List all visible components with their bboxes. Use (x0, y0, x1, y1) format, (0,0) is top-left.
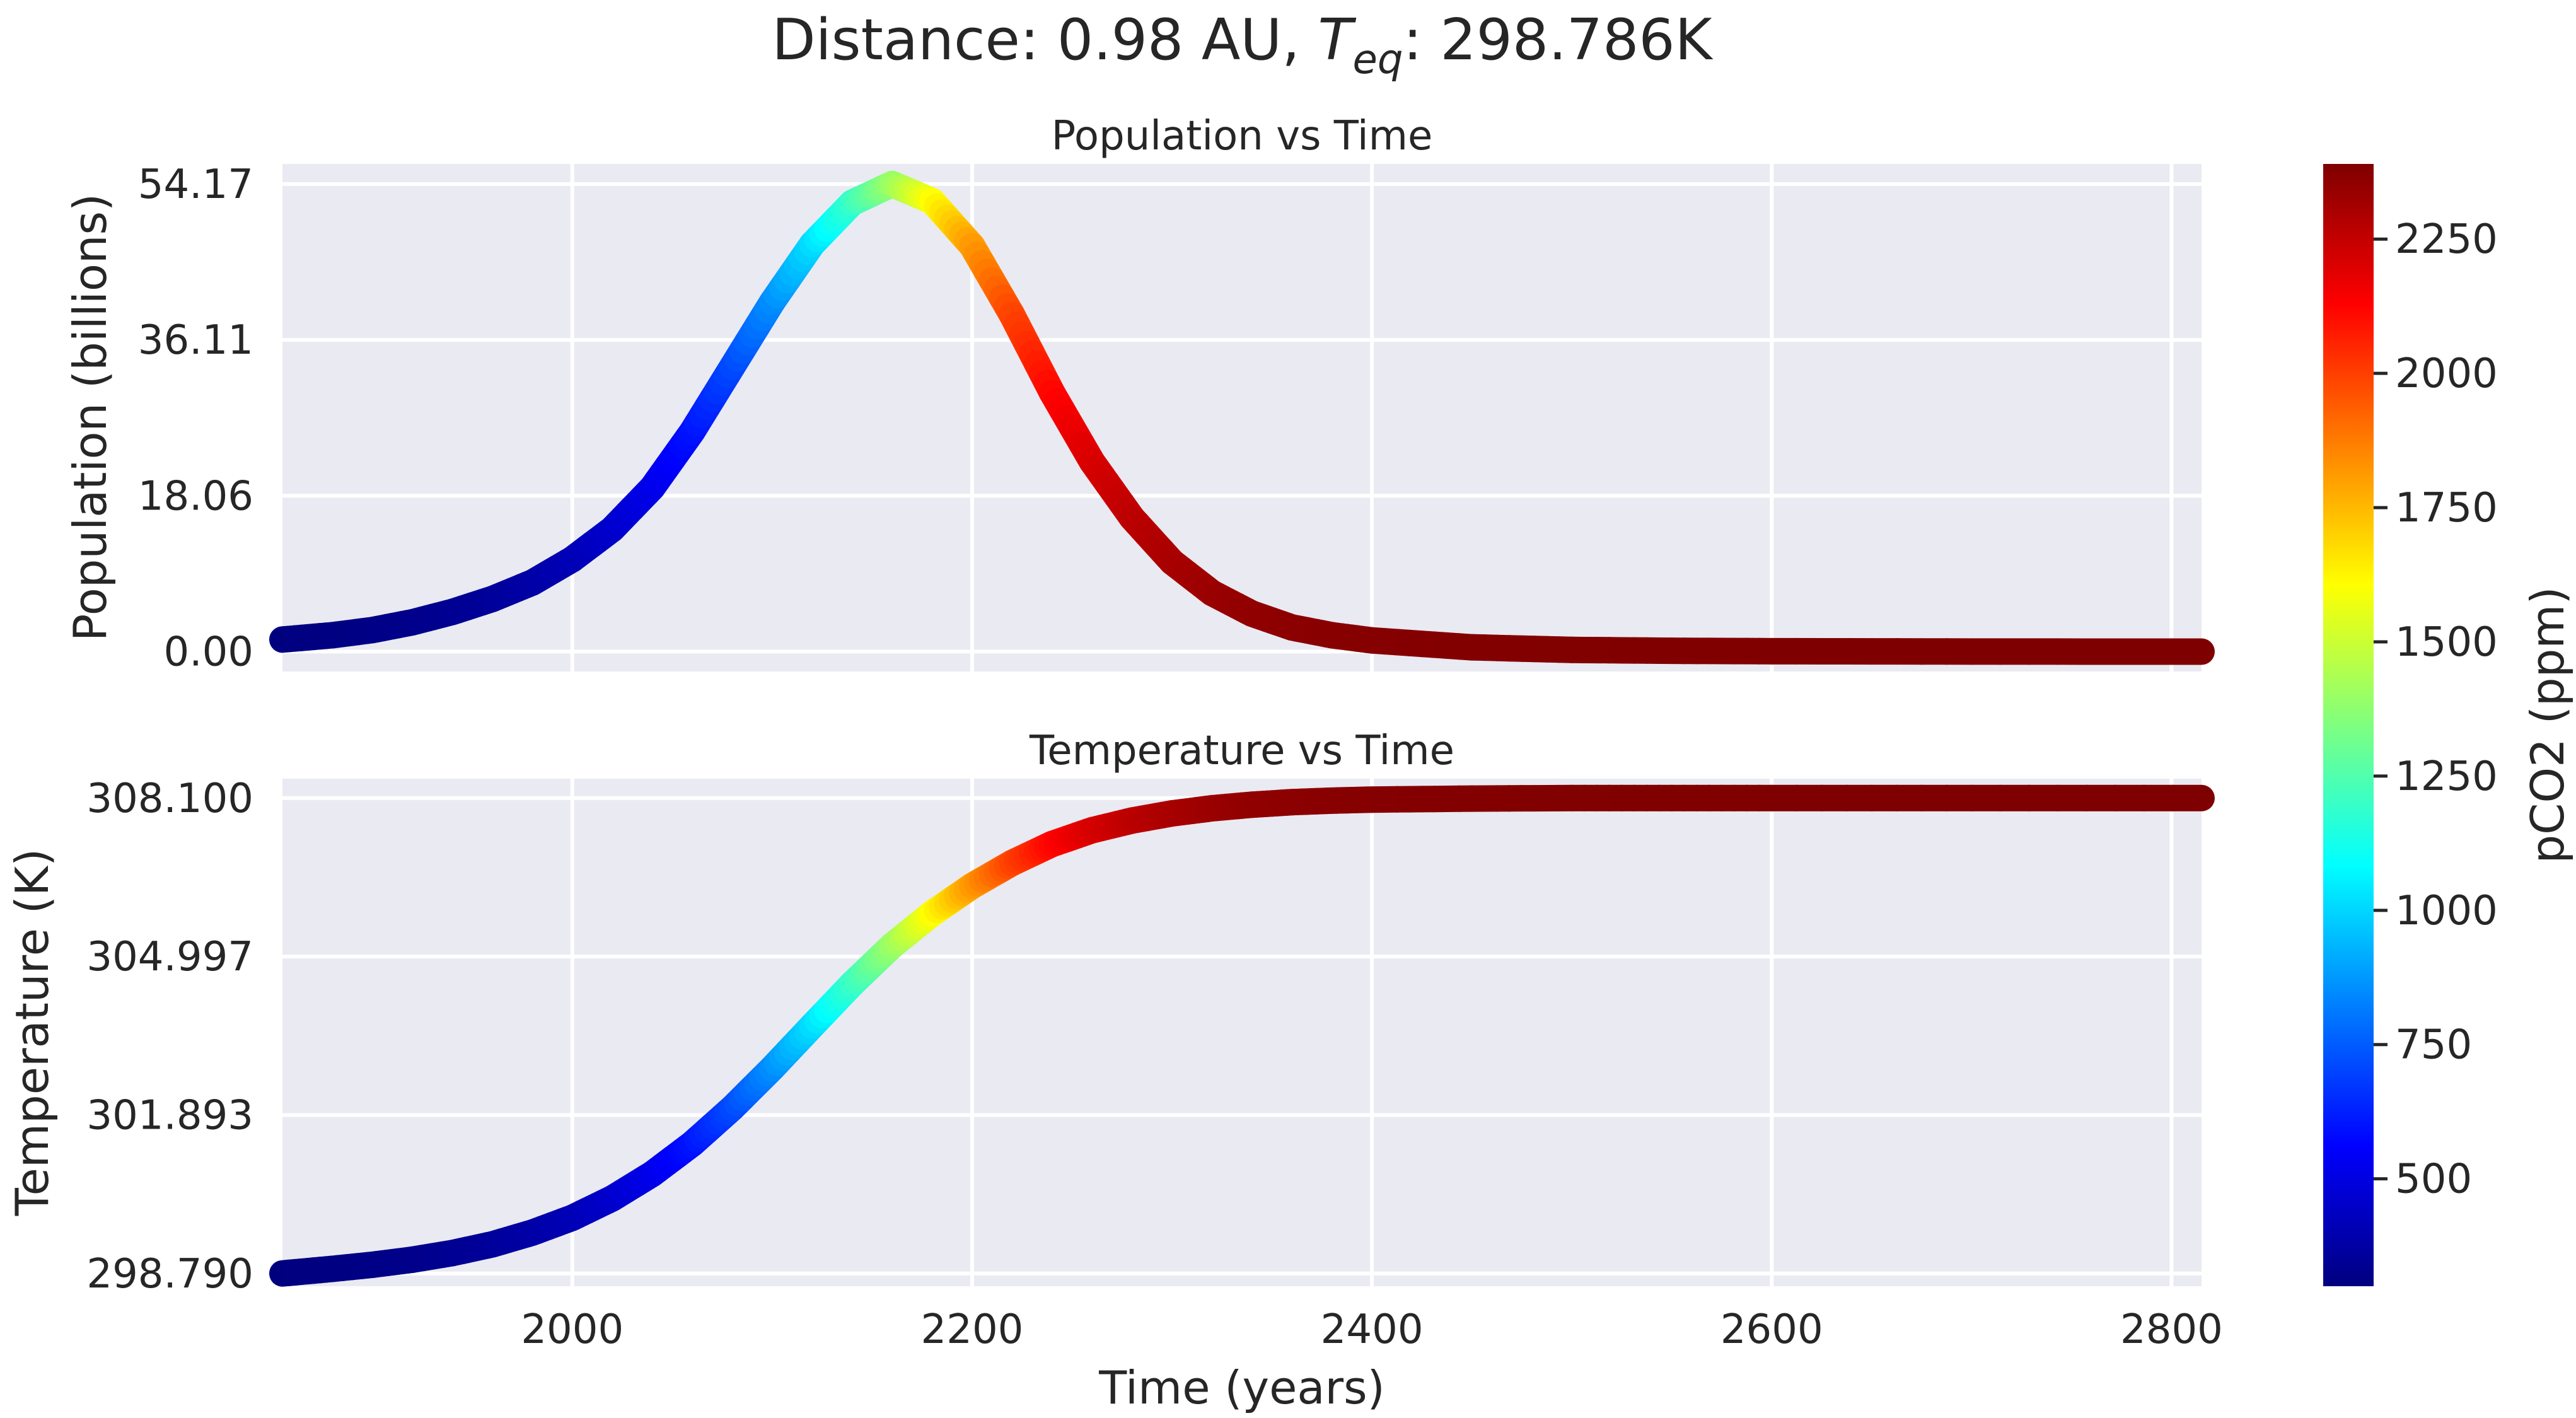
colorbar-tick-label: 1500 (2395, 619, 2498, 666)
temperature-x-tick-label: 2000 (521, 1306, 624, 1353)
colorbar-gradient (2323, 164, 2374, 1286)
colorbar-tick-label: 500 (2395, 1156, 2472, 1203)
colorbar-tick-label: 2000 (2395, 351, 2498, 397)
population-plot-background (282, 164, 2202, 671)
temperature-x-tick-label: 2800 (2120, 1306, 2223, 1353)
population-y-tick-label: 36.11 (138, 317, 253, 364)
population-y-tick-label: 18.06 (138, 473, 253, 520)
population-y-tick-label: 54.17 (138, 161, 253, 208)
colorbar-tick-label: 1000 (2395, 888, 2498, 934)
colorbar-tick-label: 1750 (2395, 485, 2498, 532)
temperature-line (269, 784, 2215, 1287)
temperature-y-tick-label: 298.790 (86, 1251, 253, 1298)
temperature-title: Temperature vs Time (1029, 728, 1454, 774)
figure-title-suffix: : 298.786K (1403, 7, 1713, 73)
temperature-x-tick-label: 2400 (1321, 1306, 1424, 1353)
temperature-y-tick-label: 308.100 (86, 776, 253, 822)
population-y-tick-label: 0.00 (164, 629, 254, 676)
population-line (269, 170, 2215, 665)
figure-title-prefix: Distance: 0.98 AU, (772, 7, 1318, 73)
colorbar-tick-label: 2250 (2395, 216, 2498, 263)
colorbar-ticks: 500 750 1000 1250 1500 1750 2000 2250 (2374, 216, 2498, 1203)
figure-title-subscript: eq (1352, 37, 1403, 83)
colorbar-tick-label: 750 (2395, 1022, 2472, 1069)
figure-title-symbol: T (1318, 7, 1357, 73)
temperature-y-ticks: 298.790 301.893 304.997 308.100 (86, 776, 253, 1298)
population-panel: 0.00 18.06 36.11 54.17 Population vs Time P… (64, 113, 2215, 676)
figure-title: Distance: 0.98 AU, Teq: 298.786K (772, 7, 1713, 83)
temperature-y-tick-label: 304.997 (86, 934, 253, 980)
temperature-x-tick-label: 2600 (1720, 1306, 1823, 1353)
population-y-ticks: 0.00 18.06 36.11 54.17 (138, 161, 253, 676)
colorbar-label: pCO2 (ppm) (2521, 586, 2574, 863)
population-ylabel: Population (billions) (64, 194, 117, 641)
colorbar: 500 750 1000 1250 1500 1750 2000 2250 pCO2 (ppm… (2323, 164, 2574, 1286)
temperature-panel: 298.790 301.893 304.997 308.100 2000 2200 240… (6, 728, 2223, 1414)
temperature-x-ticks: 2000 2200 2400 2600 2800 (521, 1306, 2223, 1353)
temperature-y-tick-label: 301.893 (86, 1092, 253, 1139)
colorbar-tick-label: 1250 (2395, 753, 2498, 800)
temperature-xlabel: Time (years) (1098, 1361, 1384, 1414)
temperature-ylabel: Temperature (K) (6, 849, 59, 1216)
population-title: Population vs Time (1052, 113, 1433, 160)
temperature-x-tick-label: 2200 (921, 1306, 1024, 1353)
